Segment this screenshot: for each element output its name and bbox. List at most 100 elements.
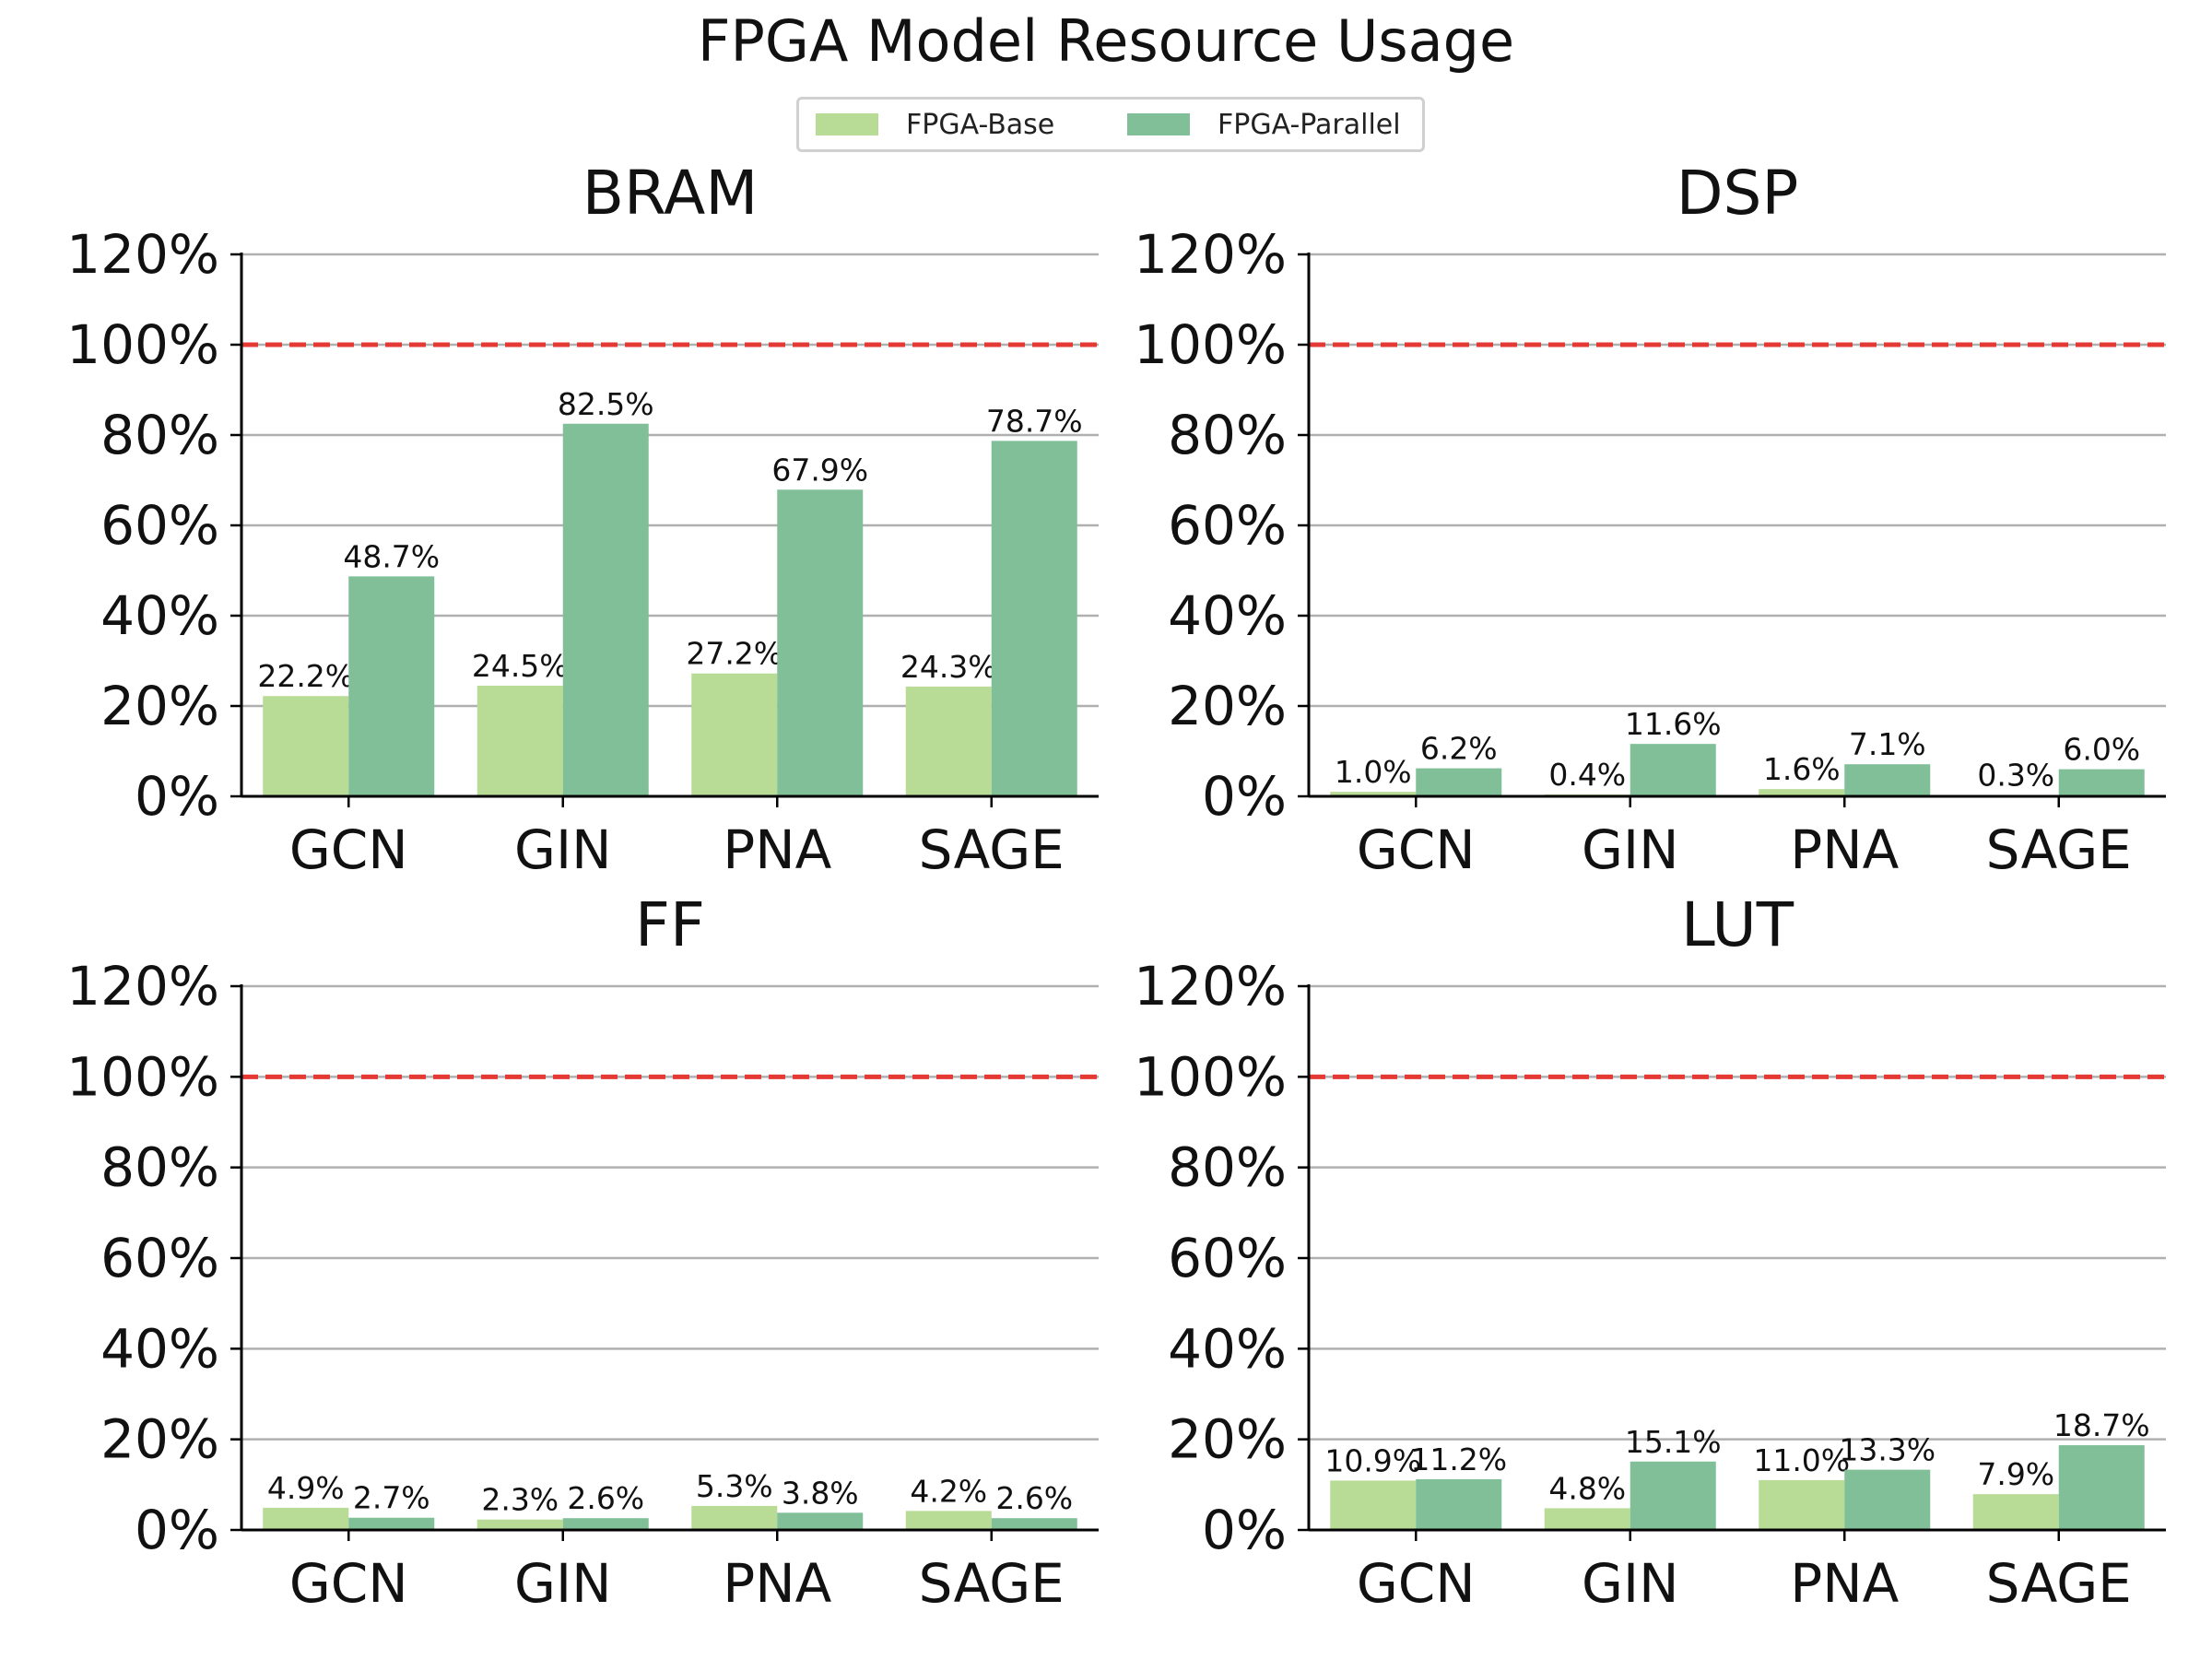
dsp-ytick-label: 20% (1168, 675, 1287, 737)
lut-value-label: 7.9% (1977, 1456, 2054, 1492)
lut-ytick-label: 20% (1168, 1408, 1287, 1471)
lut-bar-fpga-parallel (2058, 1445, 2145, 1530)
legend-label-base: FPGA-Base (906, 108, 1055, 141)
ff-ytick-label: 0% (135, 1499, 219, 1561)
bram-value-label: 24.5% (472, 648, 569, 684)
dsp-bar-fpga-parallel (1416, 768, 1502, 796)
bram-panel-title: BRAM (582, 158, 759, 229)
legend-label-parallel: FPGA-Parallel (1218, 108, 1401, 141)
ff-ytick-label: 60% (100, 1227, 219, 1289)
ff-bar-fpga-parallel (991, 1518, 1077, 1530)
ff-bar-fpga-parallel (562, 1518, 649, 1530)
bram-bar-fpga-base (691, 673, 778, 796)
dsp-bar-fpga-base (1759, 789, 1845, 796)
dsp-xtick-label: SAGE (1986, 818, 2132, 881)
legend-item-parallel: FPGA-Parallel (1127, 100, 1401, 149)
bram-value-label: 27.2% (686, 636, 782, 672)
lut-ytick-label: 60% (1168, 1227, 1287, 1289)
dsp-value-label: 6.2% (1420, 731, 1498, 767)
ff-ytick-label: 120% (66, 955, 219, 1018)
lut-bar-fpga-base (1330, 1480, 1417, 1530)
ff-value-label: 2.6% (995, 1480, 1073, 1516)
lut-value-label: 13.3% (1839, 1432, 1936, 1468)
dsp-ytick-label: 80% (1168, 404, 1287, 466)
ff-bar-fpga-parallel (777, 1512, 864, 1530)
legend-swatch-parallel (1127, 113, 1190, 135)
bram-ytick-label: 0% (135, 765, 219, 828)
bram-bar-fpga-parallel (562, 423, 649, 796)
dsp-value-label: 1.0% (1335, 754, 1412, 790)
lut-ytick-label: 120% (1134, 955, 1287, 1018)
dsp-value-label: 6.0% (2063, 732, 2140, 768)
bram-ytick-label: 100% (66, 313, 219, 376)
bram-ytick-label: 80% (100, 404, 219, 466)
lut-value-label: 18.7% (2053, 1407, 2150, 1443)
ff-bar-fpga-base (477, 1519, 563, 1530)
ff-xtick-label: SAGE (919, 1552, 1065, 1615)
figure-title: FPGA Model Resource Usage (697, 7, 1515, 75)
lut-xtick-label: GIN (1582, 1552, 1678, 1615)
legend-item-base: FPGA-Base (816, 100, 1054, 149)
lut-ytick-label: 100% (1134, 1045, 1287, 1108)
ff-bar-fpga-base (263, 1507, 349, 1530)
ff-ytick-label: 20% (100, 1408, 219, 1471)
dsp-bar-fpga-parallel (1630, 744, 1716, 796)
lut-xtick-label: PNA (1790, 1552, 1899, 1615)
dsp-panel-title: DSP (1677, 158, 1799, 229)
lut-xtick-label: SAGE (1986, 1552, 2132, 1615)
lut-value-label: 11.2% (1410, 1441, 1507, 1477)
lut-value-label: 4.8% (1548, 1470, 1626, 1506)
bram-xtick-label: GCN (289, 818, 408, 881)
dsp-value-label: 11.6% (1625, 706, 1722, 742)
dsp-bar-fpga-base (1330, 792, 1417, 796)
legend: FPGA-Base FPGA-Parallel (796, 97, 1425, 152)
dsp-value-label: 0.4% (1548, 757, 1626, 793)
bram-ytick-label: 20% (100, 675, 219, 737)
lut-ytick-label: 40% (1168, 1317, 1287, 1380)
ff-xtick-label: GIN (514, 1552, 611, 1615)
lut-ytick-label: 80% (1168, 1136, 1287, 1199)
dsp-xtick-label: GCN (1357, 818, 1476, 881)
dsp-bar-fpga-parallel (1844, 764, 1931, 796)
lut-bar-fpga-parallel (1844, 1469, 1931, 1530)
bram-xtick-label: PNA (723, 818, 831, 881)
ff-xtick-label: GCN (289, 1552, 408, 1615)
lut-bar-fpga-base (1972, 1494, 2059, 1530)
dsp-ytick-label: 120% (1134, 223, 1287, 286)
dsp-value-label: 0.3% (1977, 758, 2054, 794)
lut-value-label: 11.0% (1753, 1442, 1850, 1478)
lut-value-label: 15.1% (1625, 1424, 1722, 1460)
bram-xtick-label: GIN (514, 818, 611, 881)
ff-bar-fpga-base (691, 1505, 778, 1530)
ff-ytick-label: 100% (66, 1045, 219, 1108)
bram-bar-fpga-parallel (348, 576, 435, 796)
dsp-value-label: 1.6% (1763, 751, 1841, 787)
ff-panel-title: FF (635, 889, 705, 960)
lut-panel-title: LUT (1681, 889, 1794, 960)
bram-ytick-label: 40% (100, 584, 219, 647)
bram-bar-fpga-base (477, 685, 563, 796)
bram-xtick-label: SAGE (919, 818, 1065, 881)
ff-value-label: 4.2% (910, 1473, 987, 1509)
lut-bar-fpga-parallel (1630, 1461, 1716, 1530)
ff-value-label: 3.8% (782, 1475, 859, 1511)
ff-value-label: 5.3% (696, 1468, 773, 1504)
ff-value-label: 2.7% (353, 1480, 430, 1516)
ff-value-label: 4.9% (267, 1470, 345, 1506)
bram-value-label: 22.2% (257, 658, 354, 694)
bram-value-label: 78.7% (986, 403, 1083, 439)
bram-ytick-label: 120% (66, 223, 219, 286)
dsp-xtick-label: GIN (1582, 818, 1678, 881)
dsp-value-label: 7.1% (1849, 726, 1926, 762)
bram-value-label: 48.7% (343, 538, 440, 574)
bram-value-label: 82.5% (558, 386, 654, 422)
lut-value-label: 10.9% (1324, 1442, 1421, 1478)
bram-ytick-label: 60% (100, 494, 219, 557)
ff-ytick-label: 40% (100, 1317, 219, 1380)
dsp-ytick-label: 40% (1168, 584, 1287, 647)
bram-bar-fpga-base (905, 686, 992, 796)
legend-swatch-base (816, 113, 878, 135)
dsp-ytick-label: 0% (1202, 765, 1287, 828)
bram-value-label: 67.9% (771, 452, 868, 488)
